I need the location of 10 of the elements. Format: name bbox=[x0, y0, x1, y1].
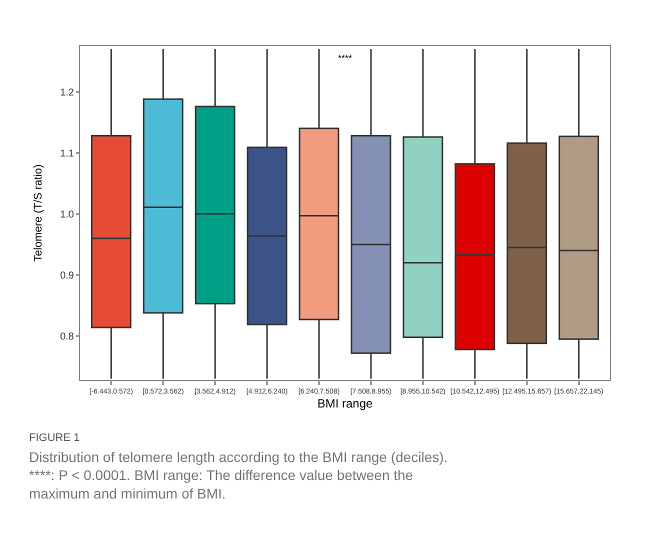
y-tick-label: 0.8 bbox=[60, 332, 74, 343]
y-tick-label: 1.0 bbox=[60, 209, 74, 220]
y-tick-label: 1.1 bbox=[60, 148, 74, 160]
y-tick-label: 1.2 bbox=[60, 87, 74, 98]
text: Distribution of telomere length according to the BMI range (deciles). ****: P < 0.0001. BMI range: The difference value between the maximum and minimum of BMI. bbox=[29, 449, 448, 502]
y-tick-label: 0.9 bbox=[60, 270, 74, 282]
y-axis-title: Telomere (T/S ratio) bbox=[32, 164, 45, 262]
annotation: **** bbox=[338, 53, 353, 63]
caption: FIGURE 1 bbox=[29, 432, 80, 444]
x-axis-title: BMI range bbox=[317, 396, 374, 410]
